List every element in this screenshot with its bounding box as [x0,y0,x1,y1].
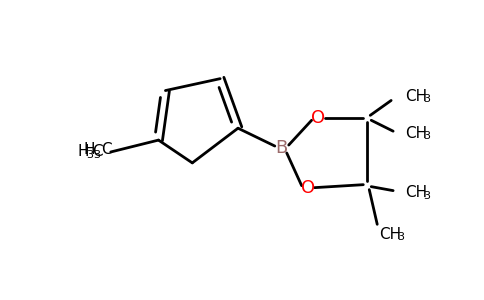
Text: C: C [92,145,103,160]
Text: 3: 3 [93,150,100,160]
Text: B: B [276,139,288,157]
Text: CH: CH [405,185,427,200]
Text: O: O [311,109,325,127]
Text: 3: 3 [423,131,430,141]
Text: CH: CH [379,227,401,242]
Text: 3: 3 [423,190,430,201]
Text: C: C [102,142,112,158]
Text: H: H [83,142,95,158]
Text: O: O [301,178,315,196]
Text: 3: 3 [423,94,430,104]
Text: 3: 3 [86,150,93,160]
Text: CH: CH [405,126,427,141]
Text: 3: 3 [397,232,404,242]
Text: CH: CH [405,89,427,104]
Text: H: H [77,145,89,160]
